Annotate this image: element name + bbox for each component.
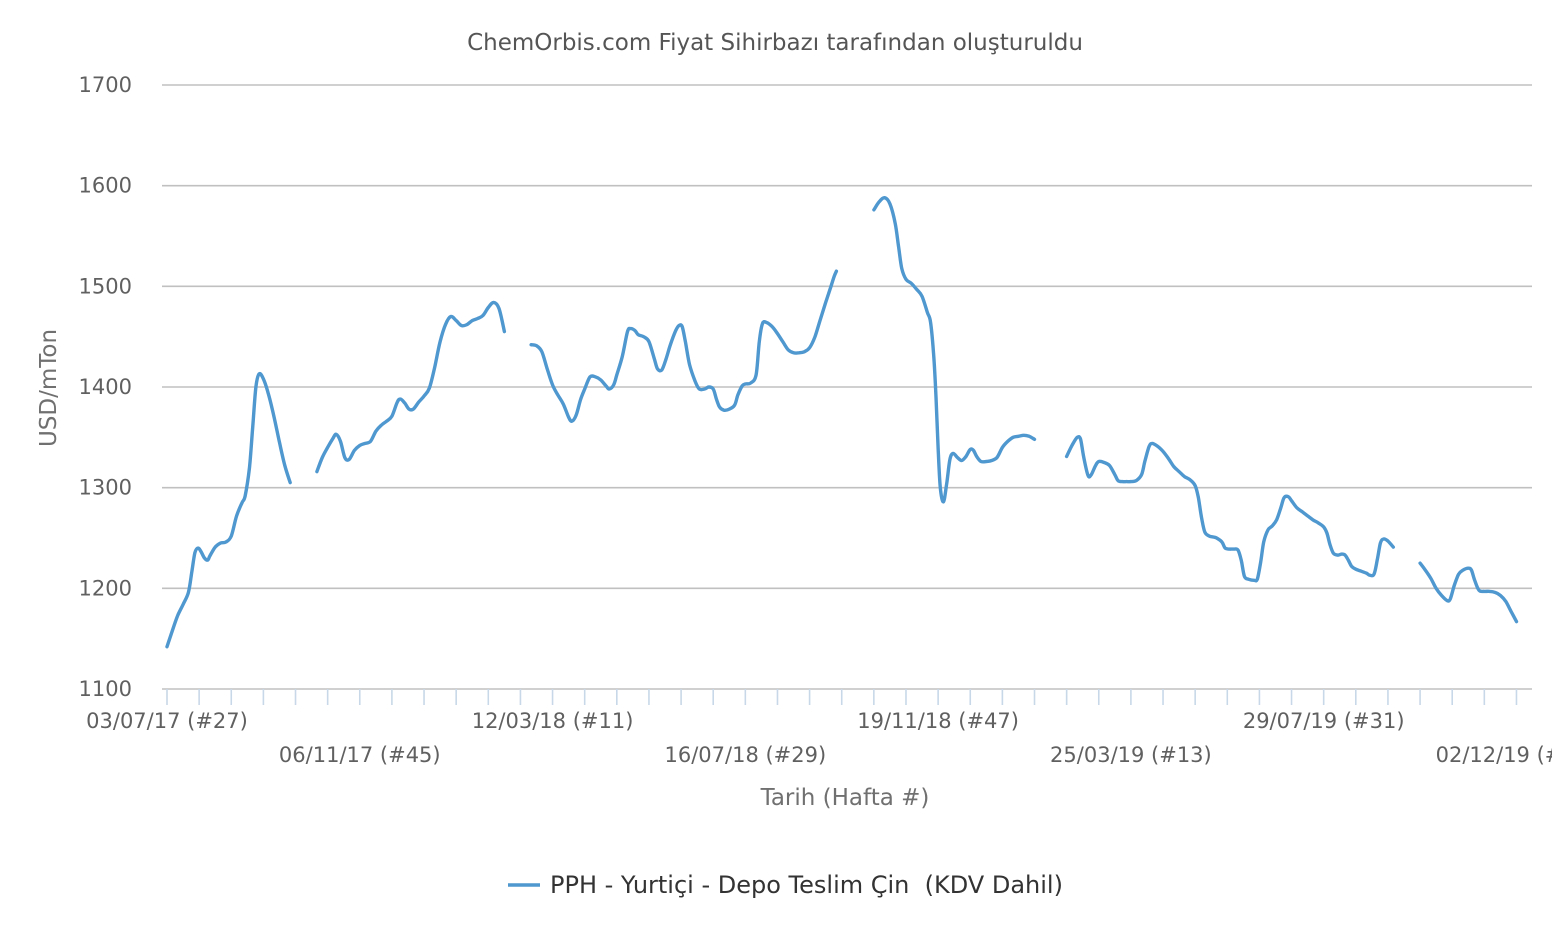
x-tick-label: 12/03/18 (#11): [472, 709, 634, 733]
x-tick-label: 16/07/18 (#29): [664, 743, 826, 767]
series-line-segment[interactable]: [315, 300, 507, 474]
y-tick-label: 1500: [79, 274, 132, 298]
series-layer: [165, 195, 1519, 649]
y-axis-ticks: 1100 1200 1300 1400 1500 1600 1700: [79, 73, 132, 701]
legend[interactable]: PPH - Yurtiçi - Depo Teslim Çin (KDV Dah…: [508, 871, 1063, 899]
series-line-segment[interactable]: [872, 195, 1037, 504]
y-tick-label: 1400: [79, 375, 132, 399]
x-tick-label: 25/03/19 (#13): [1050, 743, 1212, 767]
series-line-segment[interactable]: [1418, 561, 1519, 624]
x-axis-ticks: 03/07/17 (#27) 06/11/17 (#45) 12/03/18 (#1…: [86, 689, 1552, 767]
series-line-segment[interactable]: [165, 371, 292, 649]
x-tick-label: 02/12/19 (#49): [1436, 743, 1552, 767]
x-tick-label: 03/07/17 (#27): [86, 709, 248, 733]
y-tick-label: 1100: [79, 677, 132, 701]
x-tick-label: 29/07/19 (#31): [1243, 709, 1405, 733]
x-tick-label: 19/11/18 (#47): [857, 709, 1019, 733]
series-line-segment[interactable]: [1064, 434, 1395, 583]
y-tick-label: 1300: [79, 476, 132, 500]
series-line-segment[interactable]: [529, 269, 839, 423]
legend-label: PPH - Yurtiçi - Depo Teslim Çin (KDV Dah…: [550, 871, 1063, 899]
x-axis-title: Tarih (Hafta #): [760, 785, 930, 811]
y-tick-label: 1200: [79, 576, 132, 600]
grid-lines: [162, 84, 1532, 690]
y-tick-label: 1700: [79, 73, 132, 97]
y-axis-title: USD/mTon: [36, 329, 62, 447]
y-tick-label: 1600: [79, 174, 132, 198]
x-tick-label: 06/11/17 (#45): [279, 743, 441, 767]
chart-title: ChemOrbis.com Fiyat Sihirbazı tarafından…: [467, 30, 1083, 56]
